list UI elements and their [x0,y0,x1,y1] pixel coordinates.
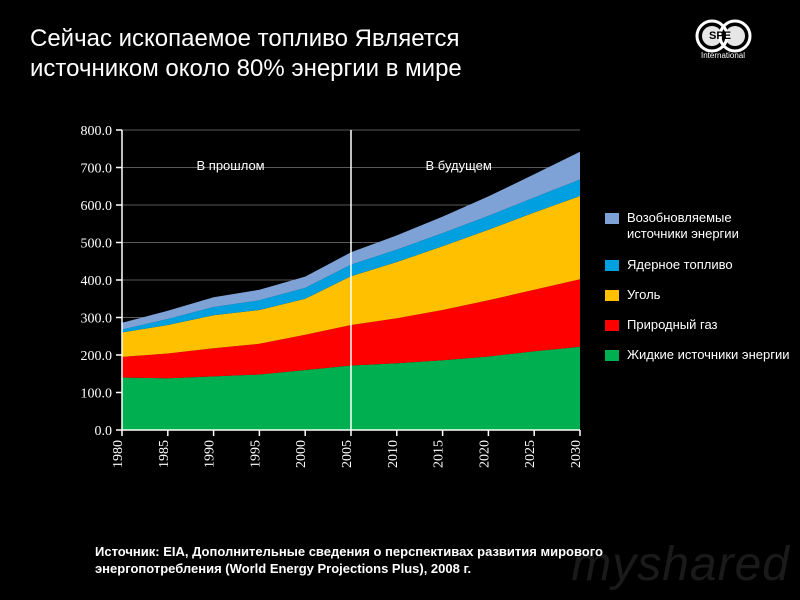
legend-item: Природный газ [605,317,790,333]
legend-label: Возобновляемые источники энергии [627,210,790,243]
svg-text:400.0: 400.0 [81,274,113,289]
svg-text:800.0: 800.0 [81,124,113,139]
legend-label: Ядерное топливо [627,257,733,273]
svg-text:0.0: 0.0 [95,424,113,439]
svg-text:1990: 1990 [203,440,218,468]
legend-swatch [605,350,619,361]
annotation-future: В будущем [426,158,492,173]
svg-text:700.0: 700.0 [81,162,113,177]
svg-text:100.0: 100.0 [81,387,113,402]
svg-text:200.0: 200.0 [81,349,113,364]
legend-swatch [605,213,619,224]
svg-text:2030: 2030 [569,440,584,468]
svg-text:2020: 2020 [477,440,492,468]
legend-swatch [605,260,619,271]
svg-text:500.0: 500.0 [81,237,113,252]
svg-text:300.0: 300.0 [81,312,113,327]
svg-text:1980: 1980 [111,440,126,468]
legend-item: Жидкие источники энергии [605,347,790,363]
source-citation: Источник: EIA, Дополнительные сведения о… [95,543,695,578]
svg-text:1985: 1985 [157,440,172,468]
svg-text:600.0: 600.0 [81,199,113,214]
legend-item: Возобновляемые источники энергии [605,210,790,243]
annotation-past: В прошлом [197,158,265,173]
legend-swatch [605,320,619,331]
chart-legend: Возобновляемые источники энергии Ядерное … [605,210,790,378]
svg-text:1995: 1995 [248,440,263,468]
legend-label: Уголь [627,287,660,303]
logo-org: SPE [709,30,731,42]
svg-text:2010: 2010 [386,440,401,468]
spe-logo: SPE International [690,16,780,64]
energy-stacked-area-chart: 0.0 100.0 200.0 300.0 400.0 500.0 600.0 700.0 80… [40,120,600,500]
legend-label: Жидкие источники энергии [627,347,789,363]
page-title: Сейчас ископаемое топливо Является источ… [30,24,590,84]
legend-swatch [605,290,619,301]
svg-text:2005: 2005 [340,440,355,468]
legend-item: Ядерное топливо [605,257,790,273]
legend-label: Природный газ [627,317,718,333]
svg-text:2015: 2015 [432,440,447,468]
legend-item: Уголь [605,287,790,303]
svg-text:2000: 2000 [294,440,309,468]
logo-sub: International [701,51,745,60]
svg-text:2025: 2025 [523,440,538,468]
